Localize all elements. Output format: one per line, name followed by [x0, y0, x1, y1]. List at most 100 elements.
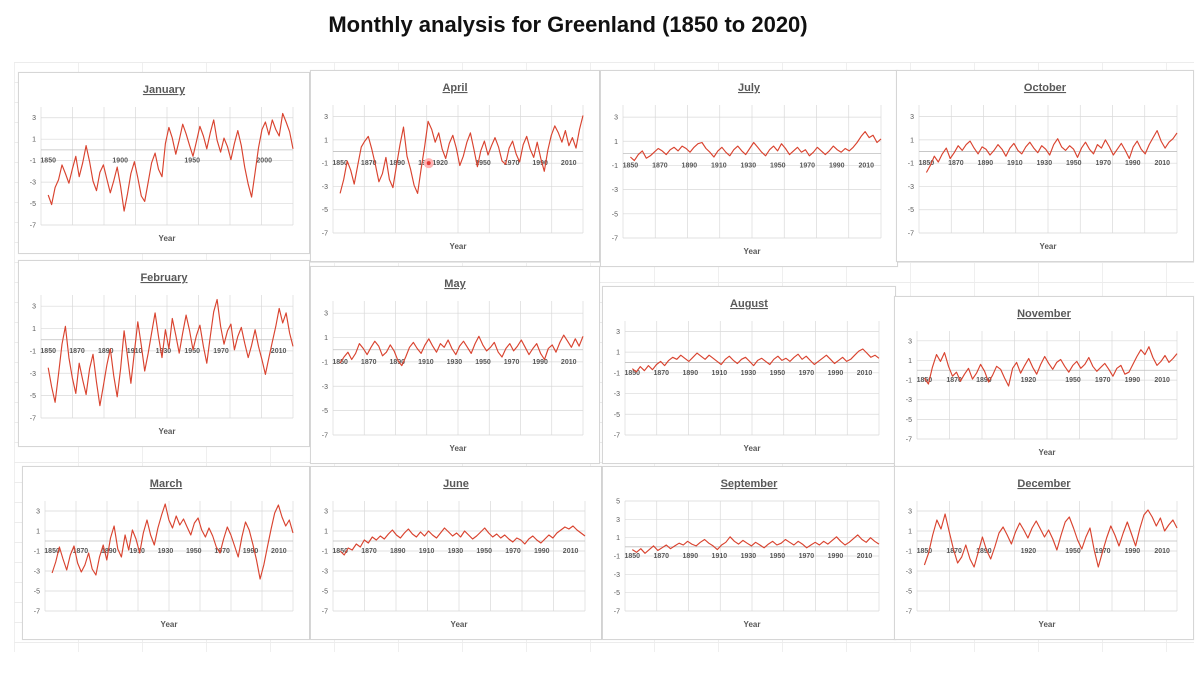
- y-tick-label: -5: [322, 408, 328, 415]
- y-tick-label: 3: [908, 509, 912, 516]
- y-tick-label: -3: [30, 180, 36, 187]
- y-tick-label: 1: [908, 529, 912, 536]
- chart-november[interactable]: November 3 1 -1 -3 -5 -7 1850 1870 1890 1920 1950 19…: [894, 296, 1194, 468]
- y-tick-label: 1: [32, 137, 36, 144]
- x-tick-label: 1990: [828, 370, 844, 377]
- series-line: [631, 348, 880, 373]
- chart-title: July: [738, 82, 761, 94]
- x-tick-label: 1990: [243, 548, 259, 555]
- x-axis-title: Year: [450, 242, 467, 251]
- x-tick-label: 1930: [1037, 160, 1053, 167]
- y-tick-label: -5: [614, 412, 620, 419]
- x-tick-label: 1990: [532, 160, 548, 167]
- x-axis-title: Year: [159, 427, 176, 436]
- chart-july[interactable]: July 3 1 -1 -3 -5 -7 1850 1870 1890 1910 1930 1950 19…: [600, 70, 898, 267]
- x-tick-label: 1950: [184, 158, 200, 165]
- x-tick-label: 1970: [214, 548, 230, 555]
- x-tick-label: 1970: [799, 553, 815, 560]
- x-axis-title: Year: [1039, 448, 1056, 457]
- chart-january[interactable]: January 3 1 -1 -3 -5 -7 1850 1900 1950 2000 Year: [18, 72, 310, 254]
- y-tick-label: -1: [906, 549, 912, 556]
- chart-title: February: [140, 272, 188, 284]
- series-line: [339, 334, 584, 367]
- x-tick-label: 1970: [504, 359, 520, 366]
- chart-june[interactable]: June 3 1 -1 -3 -5 -7 1850 1870 1890 1910 1930 1950 19…: [310, 466, 602, 640]
- y-tick-label: -7: [34, 609, 40, 616]
- y-tick-label: 1: [32, 326, 36, 333]
- chart-september[interactable]: September 5 3 1 -1 -3 -5 -7 1850 1870 1890 1910 1930…: [602, 466, 896, 640]
- chart-may[interactable]: May 3 1 -1 -3 -5 -7 1850 1870 1890 1910 1930 1950 197…: [310, 266, 600, 464]
- chart-october[interactable]: October 3 1 -1 -3 -5 -7 1850 1870 1890 1910 1930 195…: [896, 70, 1194, 262]
- y-tick-label: -1: [612, 163, 618, 170]
- x-tick-label: 1970: [799, 162, 815, 169]
- chart-april[interactable]: April31-1-3-5-71850187018901910192019501…: [310, 70, 600, 262]
- y-tick-label: 3: [32, 115, 36, 122]
- x-tick-label: 1950: [770, 553, 786, 560]
- y-tick-label: 1: [324, 529, 328, 536]
- chart-february[interactable]: February 3 1 -1 -3 -5 -7 1850 1870 1890 1910 1930 19…: [18, 260, 310, 447]
- chart-title: April: [442, 82, 467, 94]
- x-tick-label: 1850: [919, 160, 935, 167]
- y-tick-label: -3: [34, 569, 40, 576]
- chart-svg: September 5 3 1 -1 -3 -5 -7 1850 1870 1890 1910 1930…: [614, 478, 880, 629]
- x-tick-label: 1950: [1065, 377, 1081, 384]
- x-tick-label: 1950: [1065, 548, 1081, 555]
- x-tick-label: 1990: [1125, 160, 1141, 167]
- x-tick-label: 2010: [271, 548, 287, 555]
- x-tick-label: 2000: [256, 158, 272, 165]
- x-tick-label: 1930: [741, 553, 757, 560]
- x-tick-label: 1870: [361, 548, 377, 555]
- x-tick-label: 1870: [948, 160, 964, 167]
- x-tick-label: 1890: [976, 377, 992, 384]
- x-tick-label: 1870: [653, 370, 669, 377]
- x-tick-label: 1890: [389, 359, 405, 366]
- y-tick-label: -1: [614, 554, 620, 561]
- chart-svg: August 3 1 -1 -3 -5 -7 1850 1870 1890 1910 1930 1950…: [614, 298, 880, 453]
- x-tick-label: 1850: [44, 548, 60, 555]
- chart-svg: January 3 1 -1 -3 -5 -7 1850 1900 1950 2000 Year: [30, 84, 294, 243]
- x-axis-title: Year: [1039, 620, 1056, 629]
- x-tick-label: 1850: [917, 548, 933, 555]
- y-tick-label: 1: [36, 529, 40, 536]
- chart-august[interactable]: August 3 1 -1 -3 -5 -7 1850 1870 1890 1910 1930 1950…: [602, 286, 896, 464]
- y-tick-label: 1: [616, 350, 620, 357]
- y-tick-label: 1: [616, 535, 620, 542]
- series-line: [630, 131, 882, 162]
- chart-title: March: [150, 478, 183, 490]
- chart-title: September: [721, 478, 779, 490]
- y-tick-label: -1: [614, 370, 620, 377]
- x-tick-label: 1950: [186, 548, 202, 555]
- y-tick-label: 3: [324, 311, 328, 318]
- chart-svg: April31-1-3-5-71850187018901910192019501…: [322, 82, 584, 251]
- y-tick-label: -3: [614, 572, 620, 579]
- x-tick-label: 1950: [475, 160, 491, 167]
- x-tick-label: 1920: [432, 160, 448, 167]
- chart-december[interactable]: December 3 1 -1 -3 -5 -7 1850 1870 1890 1920 1950 19…: [894, 466, 1194, 640]
- x-tick-label: 1910: [419, 548, 435, 555]
- x-tick-label: 1900: [112, 158, 128, 165]
- y-tick-label: -7: [322, 609, 328, 616]
- x-tick-label: 1890: [98, 348, 114, 355]
- y-tick-label: -7: [612, 236, 618, 243]
- x-tick-label: 1990: [1125, 548, 1141, 555]
- x-axis-title: Year: [1040, 242, 1057, 251]
- y-tick-label: -1: [322, 549, 328, 556]
- y-tick-label: -7: [614, 609, 620, 616]
- y-tick-label: -7: [906, 437, 912, 444]
- y-tick-label: -7: [614, 433, 620, 440]
- y-tick-label: -3: [614, 391, 620, 398]
- x-tick-label: 1870: [69, 348, 85, 355]
- x-tick-label: 1990: [829, 162, 845, 169]
- y-tick-label: -5: [34, 589, 40, 596]
- chart-march[interactable]: March 3 1 -1 -3 -5 -7 1850 1870 1890 1910 1930 1950 1…: [22, 466, 310, 640]
- chart-svg: March 3 1 -1 -3 -5 -7 1850 1870 1890 1910 1930 1950 1…: [34, 478, 294, 629]
- x-tick-label: 1950: [1066, 160, 1082, 167]
- y-tick-label: -7: [30, 416, 36, 423]
- series-line: [51, 503, 294, 580]
- y-tick-label: -3: [908, 184, 914, 191]
- x-tick-label: 1990: [828, 553, 844, 560]
- y-tick-label: 3: [32, 304, 36, 311]
- x-tick-label: 1910: [711, 162, 727, 169]
- x-tick-label: 1850: [40, 348, 56, 355]
